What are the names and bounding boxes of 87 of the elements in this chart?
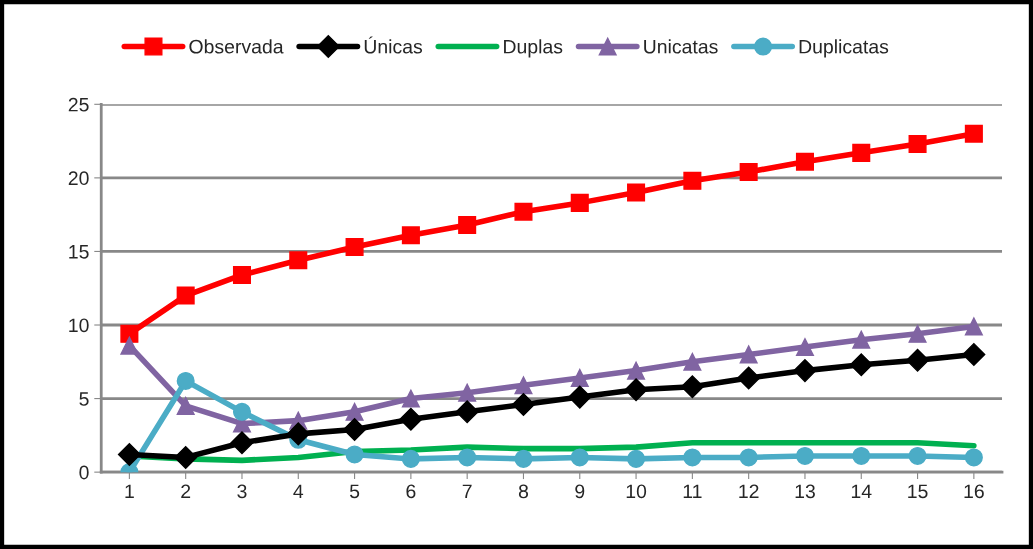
point <box>852 143 871 162</box>
point <box>737 366 761 390</box>
legend-label: Unicatas <box>644 39 718 54</box>
point <box>343 417 367 441</box>
point <box>289 251 308 270</box>
point <box>852 330 871 349</box>
x-tick-label: 12 <box>739 484 759 499</box>
point <box>852 446 871 465</box>
point <box>908 446 927 465</box>
x-tick-label: 5 <box>349 484 360 499</box>
point <box>570 368 589 388</box>
point <box>399 407 423 431</box>
point <box>514 376 533 395</box>
point <box>795 152 814 171</box>
point <box>683 352 702 371</box>
point <box>286 422 310 446</box>
point <box>964 124 983 143</box>
x-tick-label: 9 <box>575 484 585 499</box>
legend-label: Duplas <box>504 39 563 58</box>
point <box>230 431 254 455</box>
y-tick-label: 5 <box>79 392 89 406</box>
x-tick-label: 4 <box>293 484 304 499</box>
point <box>401 226 420 245</box>
point <box>849 353 873 377</box>
x-tick-label: 7 <box>462 484 472 499</box>
point <box>345 237 364 257</box>
point <box>232 265 252 285</box>
point <box>514 449 533 468</box>
point <box>680 375 704 399</box>
point <box>117 442 141 466</box>
x-tick-label: 10 <box>626 484 647 499</box>
x-tick-label: 15 <box>908 484 928 499</box>
point <box>793 359 817 383</box>
x-tick-label: 13 <box>795 484 815 499</box>
legend-label: Duplicatas <box>799 39 889 58</box>
point <box>627 449 646 468</box>
y-tick-label: 25 <box>68 97 89 112</box>
point <box>739 162 758 182</box>
point <box>568 385 592 409</box>
point <box>964 317 983 336</box>
point <box>401 389 420 408</box>
y-tick-label: 20 <box>68 171 89 186</box>
y-tick-label: 0 <box>79 465 89 480</box>
point <box>174 445 198 469</box>
x-tick-label: 1 <box>125 484 134 499</box>
point <box>624 378 648 402</box>
point <box>458 448 477 467</box>
point <box>176 286 195 305</box>
x-tick-label: 6 <box>406 484 416 499</box>
y-tick-label: 15 <box>69 245 89 259</box>
point <box>120 324 139 343</box>
point <box>739 448 758 467</box>
point <box>458 383 477 402</box>
point <box>570 448 589 467</box>
point <box>458 215 477 234</box>
point <box>908 324 927 343</box>
point <box>570 193 589 212</box>
point <box>455 400 479 424</box>
point <box>962 342 986 366</box>
point <box>795 446 814 465</box>
legend-label: Observada <box>189 39 284 54</box>
point <box>345 445 364 464</box>
x-tick-label: 14 <box>851 484 872 499</box>
x-tick-label: 2 <box>181 484 191 499</box>
y-tick-label: 10 <box>69 318 89 333</box>
point <box>511 392 535 416</box>
point <box>906 348 930 372</box>
point <box>627 361 646 380</box>
point <box>176 396 195 415</box>
point <box>964 448 983 467</box>
point <box>683 171 702 190</box>
legend-label: Únicas <box>364 36 423 54</box>
x-tick-label: 3 <box>237 484 247 499</box>
point <box>345 402 364 421</box>
point <box>120 336 139 355</box>
point <box>683 448 702 467</box>
point <box>795 338 814 357</box>
x-tick-label: 11 <box>683 484 702 499</box>
x-tick-label: 16 <box>964 484 984 499</box>
point <box>232 402 252 421</box>
point <box>176 371 195 390</box>
x-tick-label: 8 <box>518 484 529 499</box>
point <box>739 345 758 364</box>
point <box>627 183 646 202</box>
point <box>401 449 420 468</box>
point <box>514 202 533 221</box>
point <box>908 135 927 154</box>
